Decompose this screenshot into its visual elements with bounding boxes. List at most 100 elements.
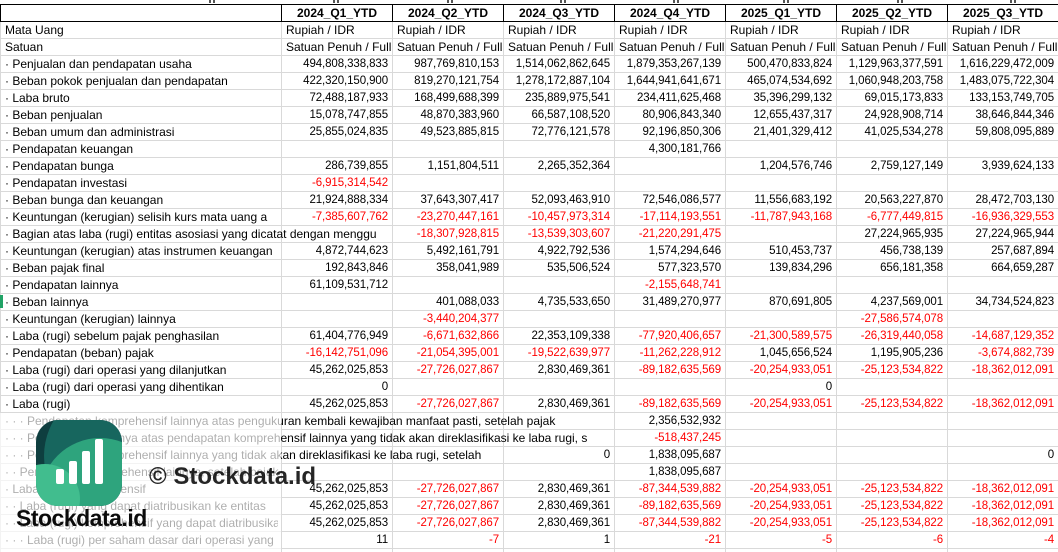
cell-value[interactable] — [725, 140, 837, 158]
cell-value[interactable]: -18,362,012,091 — [947, 395, 1058, 413]
cell-value[interactable] — [836, 548, 948, 552]
cell-value[interactable] — [947, 140, 1058, 158]
cell-value[interactable]: 656,181,358 — [836, 259, 948, 277]
column-header-2024_Q4_YTD[interactable]: 2024_Q4_YTD — [614, 4, 726, 22]
cell-value[interactable]: 45,262,025,853 — [281, 497, 393, 515]
cell-value[interactable]: -6,777,449,815 — [836, 208, 948, 226]
cell-value[interactable] — [947, 429, 1058, 447]
cell-value[interactable]: 61,404,776,949 — [281, 327, 393, 345]
cell-value[interactable] — [725, 412, 837, 430]
cell-value[interactable]: 133,153,749,705 — [947, 89, 1058, 107]
cell-value[interactable]: Rupiah / IDR — [725, 21, 837, 39]
cell-value[interactable]: Satuan Penuh / Full A — [947, 38, 1058, 56]
cell-value[interactable]: -5 — [725, 531, 837, 549]
cell-value[interactable] — [725, 429, 837, 447]
cell-value[interactable]: -27,726,027,867 — [392, 395, 504, 413]
cell-value[interactable] — [392, 276, 504, 294]
cell-value[interactable]: -10,457,973,314 — [503, 208, 615, 226]
cell-value[interactable]: 80,906,843,340 — [614, 106, 726, 124]
cell-value[interactable]: 664,659,287 — [947, 259, 1058, 277]
cell-value[interactable]: 500,470,833,824 — [725, 55, 837, 73]
cell-value[interactable]: 1,195,905,236 — [836, 344, 948, 362]
cell-value[interactable]: 1,574,294,646 — [614, 242, 726, 260]
cell-value[interactable]: 870,691,805 — [725, 293, 837, 311]
cell-value[interactable]: Satuan Penuh / Full — [281, 38, 393, 56]
cell-value[interactable]: -20,254,933,051 — [725, 480, 837, 498]
cell-value[interactable]: Rupiah / IDR — [503, 21, 615, 39]
cell-value[interactable]: 0 — [725, 378, 837, 396]
cell-value[interactable]: 465,074,534,692 — [725, 72, 837, 90]
cell-value[interactable]: 4,300,181,766 — [614, 140, 726, 158]
cell-value[interactable]: 2,830,469,361 — [503, 514, 615, 532]
cell-value[interactable]: -18,307,928,815 — [392, 225, 504, 243]
cell-value[interactable]: -25,123,534,822 — [836, 514, 948, 532]
column-header-2025_Q3_YTD[interactable]: 2025_Q3_YTD — [947, 4, 1058, 22]
cell-value[interactable]: 38,646,844,346 — [947, 106, 1058, 124]
cell-value[interactable]: 4,922,792,536 — [503, 242, 615, 260]
cell-value[interactable]: 1,060,948,203,758 — [836, 72, 948, 90]
row-label[interactable]: Mata Uang — [0, 21, 282, 39]
cell-value[interactable]: 1,514,062,862,645 — [503, 55, 615, 73]
cell-value[interactable]: Satuan Penuh / Full — [836, 38, 948, 56]
cell-value[interactable]: 139,834,296 — [725, 259, 837, 277]
cell-value[interactable]: -21,054,395,001 — [392, 344, 504, 362]
cell-value[interactable]: -14,687,129,352 — [947, 327, 1058, 345]
row-label[interactable]: · Keuntungan (kerugian) atas instrumen k… — [0, 242, 282, 260]
cell-value[interactable]: -27,726,027,867 — [392, 514, 504, 532]
cell-value[interactable]: 819,270,121,754 — [392, 72, 504, 90]
row-label[interactable]: · Pendapatan keuangan — [0, 140, 282, 158]
cell-value[interactable]: 1,616,229,472,009 — [947, 55, 1058, 73]
cell-value[interactable]: -89,182,635,569 — [614, 497, 726, 515]
cell-value[interactable] — [725, 276, 837, 294]
cell-value[interactable]: -87,344,539,882 — [614, 480, 726, 498]
row-label[interactable]: · Keuntungan (kerugian) selisih kurs mat… — [0, 208, 282, 226]
cell-value[interactable]: 1,838,095,687 — [614, 446, 726, 464]
row-label[interactable]: · Beban penjualan — [0, 106, 282, 124]
cell-value[interactable] — [947, 310, 1058, 328]
cell-value[interactable]: -20,254,933,051 — [725, 395, 837, 413]
cell-value[interactable] — [281, 140, 393, 158]
cell-value[interactable]: 34,734,524,823 — [947, 293, 1058, 311]
cell-value[interactable]: 1,045,656,524 — [725, 344, 837, 362]
cell-value[interactable]: 494,808,338,833 — [281, 55, 393, 73]
cell-value[interactable]: -11,262,228,912 — [614, 344, 726, 362]
cell-value[interactable] — [947, 463, 1058, 481]
cell-value[interactable]: 72,488,187,933 — [281, 89, 393, 107]
cell-value[interactable]: -89,182,635,569 — [614, 395, 726, 413]
cell-value[interactable]: 11 — [281, 531, 393, 549]
cell-value[interactable]: -18,362,012,091 — [947, 497, 1058, 515]
cell-value[interactable]: 25,855,024,835 — [281, 123, 393, 141]
cell-value[interactable] — [725, 174, 837, 192]
row-label[interactable]: · Pendapatan lainnya — [0, 276, 282, 294]
cell-value[interactable]: 456,738,139 — [836, 242, 948, 260]
cell-value[interactable] — [614, 548, 726, 552]
cell-value[interactable]: 45,262,025,853 — [281, 395, 393, 413]
row-label[interactable]: · Laba (rugi) — [0, 395, 282, 413]
cell-value[interactable]: 2,759,127,149 — [836, 157, 948, 175]
cell-value[interactable]: -27,586,574,078 — [836, 310, 948, 328]
cell-value[interactable] — [281, 310, 393, 328]
cell-value[interactable]: 0 — [281, 378, 393, 396]
row-label[interactable]: · Penjualan dan pendapatan usaha — [0, 55, 282, 73]
cell-value[interactable]: -21,300,589,575 — [725, 327, 837, 345]
cell-value[interactable]: -77,920,406,657 — [614, 327, 726, 345]
cell-value[interactable]: 27,224,965,944 — [947, 225, 1058, 243]
cell-value[interactable]: -25,123,534,822 — [836, 395, 948, 413]
cell-value[interactable]: Satuan Penuh / Full — [614, 38, 726, 56]
cell-value[interactable]: -25,123,534,822 — [836, 361, 948, 379]
cell-value[interactable]: 11,556,683,192 — [725, 191, 837, 209]
cell-value[interactable]: 59,808,095,889 — [947, 123, 1058, 141]
cell-value[interactable]: -21 — [614, 531, 726, 549]
cell-value[interactable] — [836, 463, 948, 481]
cell-value[interactable]: 4,237,569,001 — [836, 293, 948, 311]
cell-value[interactable] — [503, 378, 615, 396]
row-label[interactable]: · Pendapatan (beban) pajak — [0, 344, 282, 362]
cell-value[interactable] — [836, 174, 948, 192]
cell-value[interactable]: -7 — [392, 531, 504, 549]
cell-value[interactable]: -17,114,193,551 — [614, 208, 726, 226]
cell-value[interactable]: 5,492,161,791 — [392, 242, 504, 260]
cell-value[interactable] — [725, 225, 837, 243]
row-label[interactable]: · Beban bunga dan keuangan — [0, 191, 282, 209]
cell-value[interactable]: 3,939,624,133 — [947, 157, 1058, 175]
cell-value[interactable]: -16,142,751,096 — [281, 344, 393, 362]
